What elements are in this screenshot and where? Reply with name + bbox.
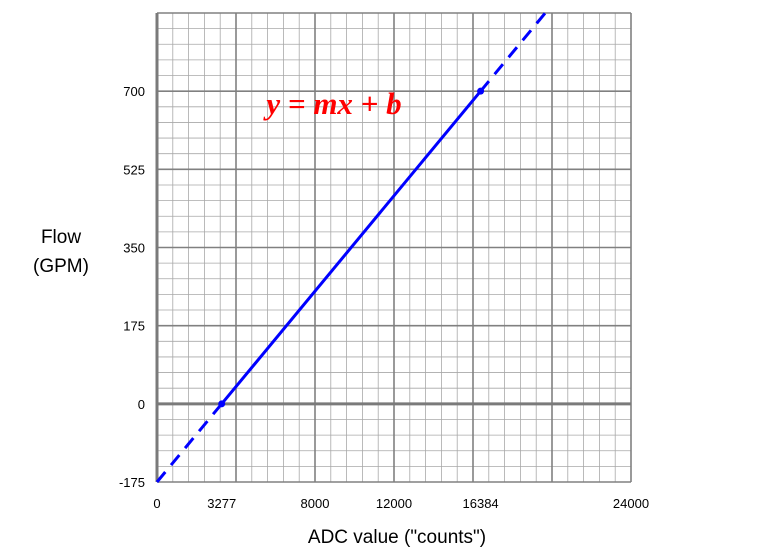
y-tick-label: 350 [123,241,145,256]
equation-annotation: y = mx + b [262,86,401,121]
x-axis-label: ADC value ("counts") [308,527,486,548]
y-axis-label-line-2: (GPM) [33,256,89,277]
y-axis-label-line-1: Flow [41,227,81,248]
data-points [218,87,485,408]
extrapolated-dashed-line [155,402,223,483]
y-tick-label: 0 [138,397,145,412]
x-tick-label: 16384 [463,496,499,511]
y-tick-labels: -175 0 175 350 525 700 [119,84,145,490]
major-gridlines [156,12,632,483]
x-tick-label: 0 [153,496,160,511]
calibration-line [220,90,482,405]
extrapolated-dashed-line [479,12,547,93]
axes [155,13,631,482]
x-tick-label: 3277 [207,496,236,511]
data-point [477,87,485,95]
y-tick-label: 525 [123,162,145,177]
data-series [155,12,547,483]
y-tick-label: -175 [119,475,145,490]
data-point [218,400,226,408]
x-tick-labels: 0 3277 8000 12000 16384 24000 [153,496,649,511]
x-tick-label: 8000 [301,496,330,511]
y-tick-label: 175 [123,319,145,334]
y-tick-label: 700 [123,84,145,99]
x-tick-label: 24000 [613,496,649,511]
x-tick-label: 12000 [376,496,412,511]
